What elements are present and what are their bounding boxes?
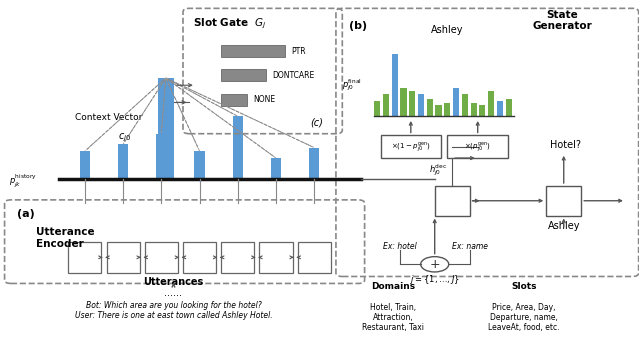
Bar [409, 91, 415, 116]
Text: $\times(p_{j0}^{\rm gen})$: $\times(p_{j0}^{\rm gen})$ [464, 140, 491, 153]
Text: Hotel, Train,
Attraction,
Restaurant, Taxi: Hotel, Train, Attraction, Restaurant, Ta… [362, 303, 424, 332]
Text: Ex: name: Ex: name [452, 241, 488, 251]
Bar [118, 144, 128, 179]
FancyBboxPatch shape [106, 241, 140, 273]
Text: Slot Gate  $G_j$: Slot Gate $G_j$ [193, 16, 266, 31]
Text: $p_{jk}^{\rm history}$: $p_{jk}^{\rm history}$ [9, 172, 36, 189]
Bar [453, 109, 459, 116]
Bar [221, 69, 266, 81]
Bar [401, 88, 406, 116]
Text: +: + [429, 258, 440, 271]
Bar [462, 94, 468, 116]
Text: State
Generator: State Generator [532, 9, 592, 31]
Text: $\times(1 - p_{j0}^{\rm gen})$: $\times(1 - p_{j0}^{\rm gen})$ [391, 140, 431, 153]
FancyBboxPatch shape [435, 186, 470, 216]
FancyBboxPatch shape [259, 241, 292, 273]
Text: Price, Area, Day,
Departure, name,
LeaveAt, food, etc.: Price, Area, Day, Departure, name, Leave… [488, 303, 559, 332]
Text: $j = \{1, \ldots, J\}$: $j = \{1, \ldots, J\}$ [410, 273, 460, 286]
FancyBboxPatch shape [183, 241, 216, 273]
Bar [392, 109, 398, 116]
Text: Bot: Which area are you looking for the hotel?: Bot: Which area are you looking for the … [86, 301, 261, 310]
Text: $c_{j0}$: $c_{j0}$ [118, 131, 131, 144]
Text: PTR: PTR [291, 47, 306, 56]
Bar [195, 151, 205, 179]
Bar [383, 94, 389, 116]
Text: Hotel?: Hotel? [550, 140, 581, 150]
Text: $p_{j0}^{\rm final}$: $p_{j0}^{\rm final}$ [342, 77, 362, 93]
Bar [221, 94, 246, 106]
Text: ......: ...... [164, 287, 182, 298]
Bar [418, 94, 424, 116]
Text: Context Vector: Context Vector [75, 113, 142, 121]
FancyBboxPatch shape [381, 135, 441, 158]
Bar [271, 158, 281, 179]
FancyBboxPatch shape [447, 135, 508, 158]
Text: (c): (c) [310, 117, 323, 127]
Bar [80, 151, 90, 179]
Text: Ashley: Ashley [431, 25, 464, 35]
Text: (a): (a) [17, 209, 35, 219]
Text: Utterance
Encoder: Utterance Encoder [36, 227, 95, 249]
Bar [157, 78, 174, 179]
Text: Ashley: Ashley [547, 221, 580, 231]
FancyBboxPatch shape [145, 241, 178, 273]
Bar [497, 101, 503, 116]
Bar [444, 102, 451, 116]
Text: NONE: NONE [253, 95, 275, 105]
Text: Slots: Slots [511, 282, 537, 291]
Bar [309, 148, 319, 179]
FancyBboxPatch shape [298, 241, 331, 273]
Text: $h_{j0}^{\rm dec}$: $h_{j0}^{\rm dec}$ [429, 162, 447, 178]
Bar [156, 134, 166, 179]
FancyBboxPatch shape [221, 241, 254, 273]
Text: User: There is one at east town called Ashley Hotel.: User: There is one at east town called A… [75, 311, 272, 320]
Text: Domains: Domains [371, 282, 415, 291]
Bar [497, 109, 503, 116]
Bar [374, 101, 380, 116]
Text: Ex: hotel: Ex: hotel [383, 241, 417, 251]
FancyBboxPatch shape [546, 186, 581, 216]
Bar [479, 105, 485, 116]
Bar [470, 102, 477, 116]
Bar [453, 88, 459, 116]
Bar [418, 109, 424, 116]
Bar [506, 99, 512, 116]
Text: DONTCARE: DONTCARE [272, 71, 314, 80]
Bar [488, 91, 494, 116]
Bar [221, 45, 285, 57]
Bar [427, 99, 433, 116]
FancyBboxPatch shape [68, 241, 101, 273]
Bar [392, 54, 398, 116]
Text: (b): (b) [349, 21, 367, 31]
Text: Utterances: Utterances [143, 277, 204, 287]
Bar [435, 105, 442, 116]
Bar [233, 116, 243, 179]
